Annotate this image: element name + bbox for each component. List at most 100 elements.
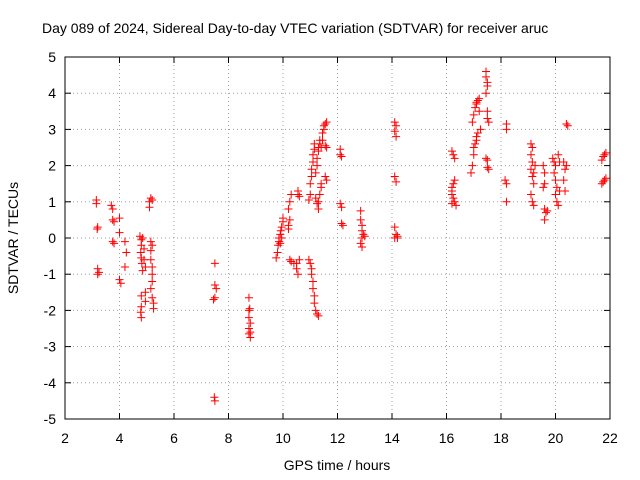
data-point: [293, 186, 302, 195]
data-point: [554, 201, 563, 210]
data-point: [543, 206, 552, 215]
data-point: [141, 288, 150, 297]
data-point: [108, 205, 117, 214]
data-point: [313, 161, 322, 170]
data-point: [307, 172, 316, 181]
data-point: [467, 168, 476, 177]
data-point: [526, 150, 535, 159]
data-point: [284, 224, 293, 233]
data-point: [285, 197, 294, 206]
data-point: [306, 190, 315, 199]
data-point: [308, 284, 317, 293]
data-point: [447, 199, 456, 208]
data-point: [304, 195, 313, 204]
data-point: [601, 148, 610, 157]
data-point: [295, 192, 304, 201]
data-point: [475, 94, 484, 103]
data-point: [148, 270, 157, 279]
data-point: [311, 306, 320, 315]
data-point: [471, 139, 480, 148]
data-point: [559, 176, 568, 185]
data-point: [272, 253, 281, 262]
data-point: [390, 127, 399, 136]
data-point: [359, 230, 368, 239]
data-point: [449, 194, 458, 203]
data-point: [452, 201, 461, 210]
data-point: [483, 114, 492, 123]
data-point: [212, 284, 221, 293]
x-axis-label: GPS time / hours: [284, 457, 391, 473]
data-point: [210, 396, 219, 405]
data-point: [244, 293, 253, 302]
data-point: [93, 270, 102, 279]
data-point: [358, 243, 367, 252]
y-axis-label: SDTVAR / TECUs: [5, 182, 21, 294]
data-point: [140, 255, 149, 264]
grid: [65, 57, 610, 419]
data-point: [285, 255, 294, 264]
data-point: [307, 270, 316, 279]
data-point: [338, 221, 347, 230]
data-point: [600, 150, 609, 159]
data-point: [540, 215, 549, 224]
data-point: [245, 304, 254, 313]
data-point: [322, 176, 331, 185]
data-point: [93, 224, 102, 233]
data-point: [548, 154, 557, 163]
data-point: [146, 284, 155, 293]
data-point: [337, 219, 346, 228]
data-point: [321, 119, 330, 128]
data-point: [314, 197, 323, 206]
data-point: [244, 306, 253, 315]
data-point: [136, 308, 145, 317]
data-point: [95, 268, 104, 277]
data-point: [526, 139, 535, 148]
data-point: [146, 246, 155, 255]
data-point: [273, 248, 282, 257]
data-point: [447, 186, 456, 195]
data-point: [551, 161, 560, 170]
data-point: [107, 201, 116, 210]
data-point: [321, 141, 330, 150]
data-point: [146, 194, 155, 203]
data-point: [108, 237, 117, 246]
x-tick-label: 14: [384, 430, 400, 446]
data-point: [244, 329, 253, 338]
data-point: [314, 205, 323, 214]
x-tick-label: 8: [225, 430, 233, 446]
data-point: [541, 208, 550, 217]
data-point: [551, 190, 560, 199]
data-point: [287, 190, 296, 199]
data-point: [337, 203, 346, 212]
data-point: [295, 255, 304, 264]
data-point: [148, 195, 157, 204]
data-point: [469, 150, 478, 159]
data-point: [483, 156, 492, 165]
y-tick-label: -1: [44, 266, 57, 282]
data-point: [502, 197, 511, 206]
data-point: [315, 190, 324, 199]
data-point: [502, 179, 511, 188]
data-point: [308, 157, 317, 166]
data-point: [146, 237, 155, 246]
plot-frame: [64, 56, 611, 420]
data-point: [469, 143, 478, 152]
data-point: [554, 150, 563, 159]
data-point: [210, 293, 219, 302]
data-point: [449, 150, 458, 159]
data-point: [318, 129, 327, 138]
data-point: [92, 199, 101, 208]
data-point: [110, 239, 119, 248]
data-point: [392, 132, 401, 141]
data-point: [115, 214, 124, 223]
y-tick-label: 3: [48, 121, 56, 137]
data-point: [450, 154, 459, 163]
data-point: [146, 255, 155, 264]
data-point: [308, 277, 317, 286]
data-point: [318, 136, 327, 145]
data-point: [531, 161, 540, 170]
y-tick-label: 1: [48, 194, 56, 210]
data-point: [122, 248, 131, 257]
data-point: [115, 228, 124, 237]
data-point: [561, 186, 570, 195]
